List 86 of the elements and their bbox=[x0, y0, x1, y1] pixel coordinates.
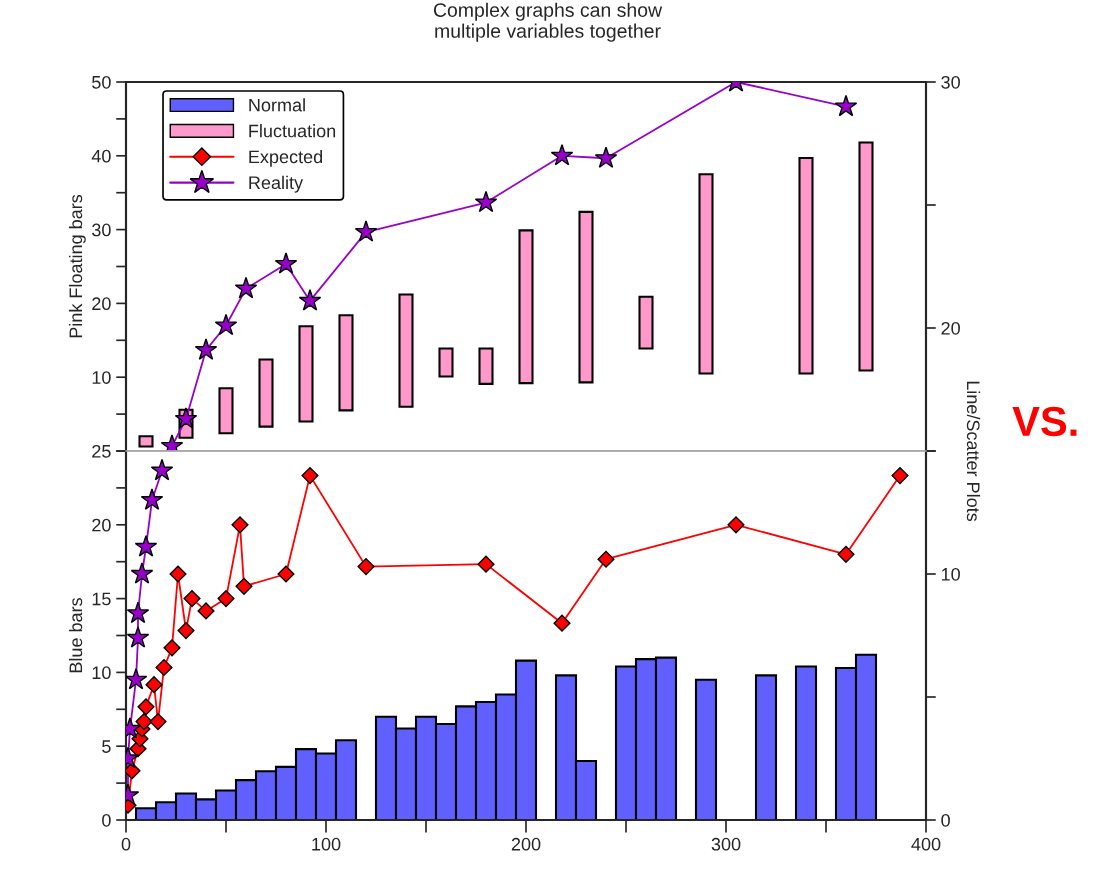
x-tick-label: 100 bbox=[312, 837, 341, 851]
point bbox=[357, 558, 375, 576]
point bbox=[214, 313, 238, 336]
point bbox=[149, 713, 167, 731]
point bbox=[150, 458, 174, 481]
bar bbox=[518, 229, 534, 385]
bar bbox=[338, 314, 354, 412]
y-axis-title: Pink Floating bars bbox=[68, 194, 86, 338]
point bbox=[126, 601, 150, 624]
point bbox=[474, 190, 498, 213]
point bbox=[277, 565, 295, 583]
point bbox=[197, 602, 215, 620]
point bbox=[174, 407, 198, 429]
point bbox=[217, 590, 235, 608]
point bbox=[169, 565, 187, 583]
y-tick-label: 0 bbox=[102, 813, 111, 827]
point bbox=[597, 550, 615, 568]
bar bbox=[298, 325, 314, 423]
bar bbox=[578, 210, 594, 384]
bar bbox=[138, 435, 154, 448]
y-tick-label: 50 bbox=[92, 75, 111, 89]
y2-tick-label: 0 bbox=[941, 813, 950, 827]
point bbox=[553, 614, 571, 632]
bar bbox=[258, 358, 274, 428]
point bbox=[137, 698, 155, 716]
x-tick-label: 400 bbox=[911, 837, 941, 851]
bar bbox=[398, 293, 414, 408]
text: VS. bbox=[1012, 406, 1077, 437]
bar bbox=[754, 674, 778, 820]
point bbox=[550, 143, 574, 166]
bar bbox=[438, 347, 454, 378]
bar bbox=[698, 173, 714, 375]
point bbox=[727, 516, 745, 534]
legend-label: Normal bbox=[249, 98, 305, 112]
bar bbox=[638, 295, 654, 350]
y-axis-title: Blue bars bbox=[68, 598, 83, 673]
point bbox=[126, 667, 148, 690]
point bbox=[177, 622, 195, 640]
legend-label: Expected bbox=[249, 149, 323, 167]
bar bbox=[218, 387, 234, 435]
y2-tick-label: 10 bbox=[941, 567, 960, 581]
y-tick-label: 20 bbox=[92, 518, 111, 532]
point bbox=[235, 577, 253, 595]
bar bbox=[798, 156, 814, 375]
point bbox=[134, 535, 158, 557]
y-tick-label: 25 bbox=[92, 444, 111, 458]
y-tick-label: 5 bbox=[102, 740, 111, 753]
point bbox=[126, 626, 150, 648]
point bbox=[135, 713, 153, 731]
point bbox=[140, 488, 164, 510]
legend-label: Fluctuation bbox=[249, 124, 336, 138]
point bbox=[594, 146, 618, 168]
bar bbox=[694, 678, 718, 820]
point bbox=[354, 220, 378, 242]
point bbox=[231, 516, 249, 534]
y2-tick-label: 20 bbox=[941, 321, 960, 335]
point bbox=[145, 676, 163, 694]
point bbox=[194, 338, 218, 360]
point bbox=[155, 658, 173, 677]
y-tick-label: 10 bbox=[92, 371, 111, 384]
point bbox=[301, 467, 319, 485]
y2-axis-title: Line/Scatter Plots bbox=[966, 381, 981, 522]
y-tick-label: 10 bbox=[92, 666, 111, 680]
point bbox=[477, 555, 495, 573]
bar bbox=[794, 665, 818, 820]
y-tick-label: 20 bbox=[92, 297, 111, 311]
y-tick-label: 40 bbox=[91, 149, 111, 163]
point bbox=[163, 639, 181, 657]
point bbox=[834, 94, 858, 117]
y-tick-label: 15 bbox=[92, 592, 111, 606]
y-tick-label: 30 bbox=[92, 223, 111, 237]
chart-title: Complex graphs can show multiple variables together bbox=[433, 2, 663, 42]
point bbox=[234, 276, 258, 299]
point bbox=[298, 289, 322, 311]
legend-label: Reality bbox=[249, 175, 304, 193]
bar bbox=[478, 347, 494, 385]
point bbox=[130, 562, 154, 584]
bar bbox=[858, 141, 874, 372]
point bbox=[274, 252, 298, 274]
x-tick-label: 200 bbox=[511, 837, 541, 851]
point bbox=[837, 545, 855, 563]
x-tick-label: 300 bbox=[711, 837, 741, 851]
y2-tick-label: 30 bbox=[941, 75, 960, 89]
x-tick-label: 0 bbox=[121, 837, 131, 851]
point bbox=[183, 590, 201, 608]
point bbox=[891, 467, 909, 485]
